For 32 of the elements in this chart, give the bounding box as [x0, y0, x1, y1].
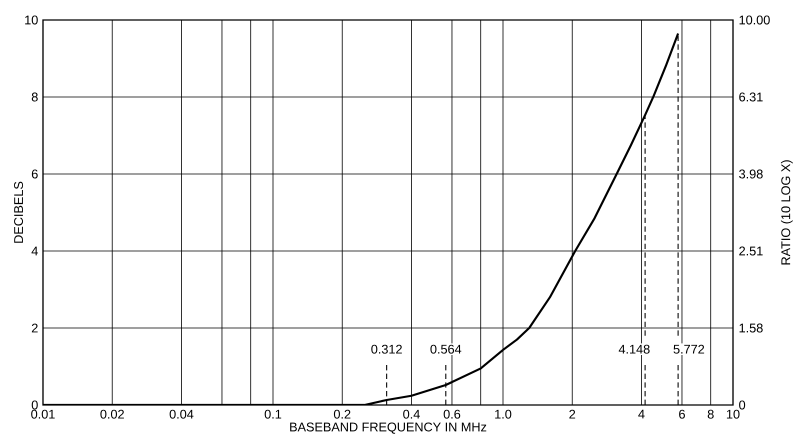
text: 0 [739, 400, 746, 410]
ref-line-label: 5.772 [674, 344, 704, 354]
x-tick-label: 0.04 [170, 410, 194, 419]
text: 10.00 [740, 16, 770, 24]
x-tick-label: 0.1 [264, 410, 282, 419]
y-tick-label: 4 [32, 246, 38, 256]
y-tick-label: 2 [32, 324, 38, 332]
x-tick-label: 0.2 [334, 410, 350, 419]
text: 1.58 [740, 324, 763, 332]
ref-line-label: 0.564 [430, 344, 462, 354]
x-tick-label: 10 [726, 410, 740, 419]
x-tick-label: 0.4 [403, 410, 420, 419]
x-tick-label: 2 [569, 410, 576, 419]
x-tick-label: 8 [708, 410, 714, 419]
text: 6.31 [739, 92, 763, 102]
text: 2.51 [739, 246, 763, 256]
x-tick-label: 0.02 [100, 410, 124, 419]
y2-axis-title: RATIO (10 LOG X) [780, 160, 793, 264]
x-tick-label: 4 [638, 410, 645, 418]
x-axis-title: BASEBAND FREQUENCY IN MHz [290, 422, 486, 434]
y-tick-label: 8 [32, 92, 38, 102]
text: 3.98 [739, 170, 763, 178]
x-tick-label: 6 [679, 410, 685, 419]
x-tick-label: 0.6 [444, 410, 460, 419]
y-axis-title: DECIBELS [14, 182, 24, 243]
x-tick-label: 1.0 [495, 410, 512, 419]
y-tick-label: 6 [32, 170, 38, 178]
ref-line-label: 4.148 [618, 344, 650, 354]
ref-line-label: 0.312 [371, 344, 402, 354]
y-tick-label: 0 [32, 400, 38, 410]
x-tick-label: 0.01 [31, 410, 55, 419]
y-tick-label: 10 [25, 16, 38, 24]
